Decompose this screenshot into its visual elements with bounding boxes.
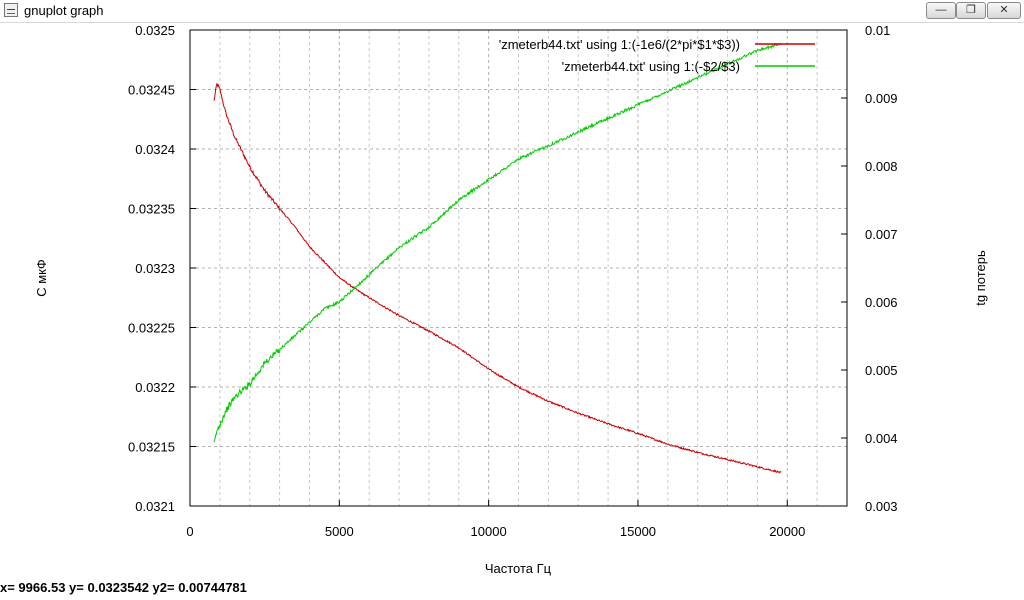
x-axis-label: Частота Гц bbox=[485, 561, 552, 576]
legend-label-2: 'zmeterb44.txt' using 1:(-$2/$3) bbox=[562, 59, 740, 74]
window-titlebar: gnuplot graph — ❐ ✕ bbox=[0, 0, 1024, 23]
chart[interactable]: 0 5000 10000 15000 20000 0.0321 0.03215 0.0322 0… bbox=[0, 22, 1024, 600]
y-tick-label: 0.03235 bbox=[128, 202, 175, 217]
window-title: gnuplot graph bbox=[24, 3, 104, 18]
y-tick-label: 0.0322 bbox=[135, 380, 175, 395]
y2-axis-label: tg потерь bbox=[973, 250, 988, 306]
y2-tick-label: 0.007 bbox=[865, 227, 898, 242]
label-layer: Частота Гц С мкФ tg потерь bbox=[34, 250, 988, 576]
y-tick-label: 0.0321 bbox=[135, 499, 175, 514]
x-tick-label: 0 bbox=[186, 524, 193, 539]
y-tick-label: 0.0323 bbox=[135, 261, 175, 276]
y-axis-label: С мкФ bbox=[34, 259, 49, 297]
y2-tick-label: 0.004 bbox=[865, 431, 898, 446]
series-line-2 bbox=[213, 42, 782, 443]
y2-tick-label: 0.003 bbox=[865, 499, 898, 514]
y2-tick-label: 0.01 bbox=[865, 23, 890, 38]
tick-layer: 0 5000 10000 15000 20000 0.0321 0.03215 0.0322 0… bbox=[128, 23, 898, 539]
x-tick-label: 20000 bbox=[769, 524, 805, 539]
legend-label-1: 'zmeterb44.txt' using 1:(-1e6/(2*pi*$1*$… bbox=[499, 37, 740, 52]
y-tick-label: 0.03225 bbox=[128, 321, 175, 336]
maximize-button[interactable]: ❐ bbox=[956, 2, 986, 19]
y-tick-label: 0.03215 bbox=[128, 440, 175, 455]
y-tick-label: 0.03245 bbox=[128, 83, 175, 98]
series-layer bbox=[213, 42, 782, 474]
gnuplot-app-icon bbox=[4, 3, 18, 17]
y2-tick-label: 0.008 bbox=[865, 159, 898, 174]
y2-tick-label: 0.009 bbox=[865, 91, 898, 106]
legend: 'zmeterb44.txt' using 1:(-1e6/(2*pi*$1*$… bbox=[499, 37, 815, 74]
x-tick-label: 10000 bbox=[471, 524, 507, 539]
y-tick-label: 0.0325 bbox=[135, 23, 175, 38]
x-tick-label: 5000 bbox=[325, 524, 354, 539]
status-bar: x= 9966.53 y= 0.0323542 y2= 0.00744781 bbox=[0, 580, 247, 595]
close-button[interactable]: ✕ bbox=[987, 2, 1021, 19]
x-tick-label: 15000 bbox=[620, 524, 656, 539]
series-line-1 bbox=[213, 83, 782, 474]
grid-layer bbox=[189, 29, 847, 507]
y2-tick-label: 0.006 bbox=[865, 295, 898, 310]
y-tick-label: 0.0324 bbox=[135, 142, 175, 157]
y2-tick-label: 0.005 bbox=[865, 363, 898, 378]
minimize-button[interactable]: — bbox=[926, 2, 956, 19]
